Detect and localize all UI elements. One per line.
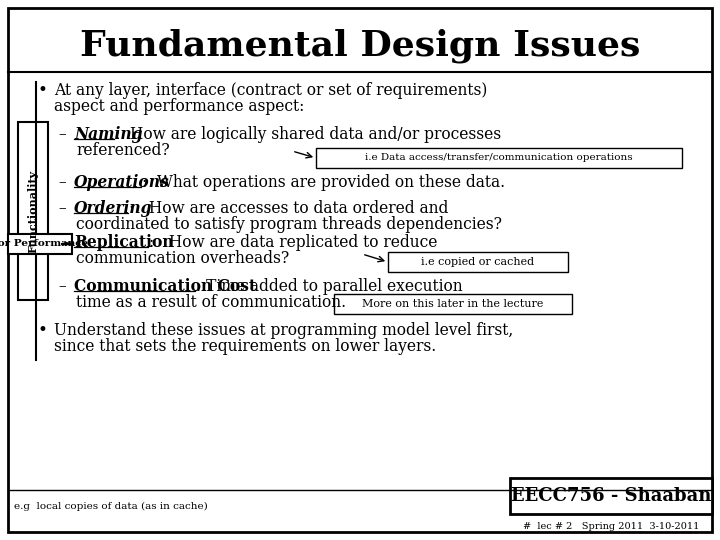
Text: :  What operations are provided on these data.: : What operations are provided on these … <box>142 174 505 191</box>
Text: i.e copied or cached: i.e copied or cached <box>421 257 534 267</box>
Text: Fundamental Design Issues: Fundamental Design Issues <box>80 29 640 63</box>
Text: #  lec # 2   Spring 2011  3-10-2011: # lec # 2 Spring 2011 3-10-2011 <box>523 522 699 531</box>
Text: –: – <box>62 234 70 251</box>
Bar <box>8 234 72 254</box>
Text: EECC756 - Shaaban: EECC756 - Shaaban <box>510 487 711 505</box>
Text: i.e Data access/transfer/communication operations: i.e Data access/transfer/communication o… <box>365 153 633 163</box>
Text: :   How are data replicated to reduce: : How are data replicated to reduce <box>149 234 437 251</box>
Text: Operations: Operations <box>74 174 170 191</box>
Text: –: – <box>58 174 66 191</box>
Bar <box>388 252 568 272</box>
Text: –: – <box>58 126 66 143</box>
Text: Naming: Naming <box>74 126 143 143</box>
Text: Functionality: Functionality <box>27 170 38 253</box>
Text: •: • <box>37 82 47 99</box>
Bar <box>18 122 48 300</box>
Text: :  How are logically shared data and/or processes: : How are logically shared data and/or p… <box>115 126 501 143</box>
Text: Understand these issues at programming model level first,: Understand these issues at programming m… <box>54 322 513 339</box>
Bar <box>316 148 682 168</box>
Text: time as a result of communication.: time as a result of communication. <box>76 294 346 311</box>
Text: :   How are accesses to data ordered and: : How are accesses to data ordered and <box>129 200 448 217</box>
Text: aspect and performance aspect:: aspect and performance aspect: <box>54 98 305 115</box>
Text: At any layer, interface (contract or set of requirements): At any layer, interface (contract or set… <box>54 82 487 99</box>
Text: referenced?: referenced? <box>76 142 170 159</box>
Bar <box>334 294 572 314</box>
Text: since that sets the requirements on lower layers.: since that sets the requirements on lowe… <box>54 338 436 355</box>
Text: e.g  local copies of data (as in cache): e.g local copies of data (as in cache) <box>14 502 208 511</box>
Text: : Time added to parallel execution: : Time added to parallel execution <box>196 278 462 295</box>
Text: –: – <box>58 278 66 295</box>
Text: –: – <box>58 200 66 217</box>
Text: communication overheads?: communication overheads? <box>76 250 289 267</box>
Text: coordinated to satisfy program threads dependencies?: coordinated to satisfy program threads d… <box>76 216 502 233</box>
Bar <box>510 478 712 514</box>
Text: Ordering: Ordering <box>74 200 153 217</box>
Text: Replication: Replication <box>74 234 174 251</box>
Text: Communication Cost: Communication Cost <box>74 278 256 295</box>
Text: More on this later in the lecture: More on this later in the lecture <box>362 299 544 309</box>
Text: •: • <box>37 322 47 339</box>
Text: For Performance: For Performance <box>0 240 89 248</box>
